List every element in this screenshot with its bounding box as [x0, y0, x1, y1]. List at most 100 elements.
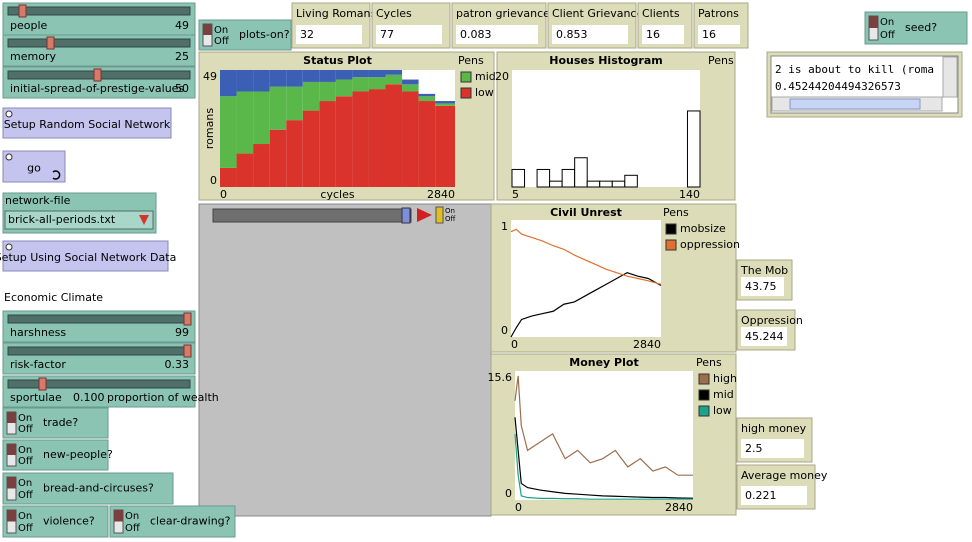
button[interactable] [2, 150, 66, 183]
speed-slider-track[interactable] [212, 208, 412, 223]
monitor-label: Clients [642, 7, 680, 20]
switch-off: Off [125, 523, 141, 534]
switch-knob [203, 24, 212, 35]
legend-label: high [713, 372, 737, 385]
chooser-value: brick-all-periods.txt [8, 213, 116, 226]
monitor-label: Client Grievances [552, 7, 649, 20]
slider-value: 25 [175, 50, 189, 63]
area-segment [286, 86, 303, 121]
monitor-box [741, 486, 807, 505]
slider-handle[interactable] [183, 344, 192, 358]
switch[interactable] [198, 19, 292, 51]
histogram-bar [536, 168, 551, 188]
slider-handle[interactable] [38, 377, 47, 391]
y-tick-label: 0 [505, 487, 512, 500]
output-line: 2 is about to kill (roma [775, 63, 934, 76]
speed-slider-handle[interactable] [401, 207, 411, 224]
histogram-bar [624, 174, 638, 188]
area-segment [236, 70, 254, 92]
switch[interactable] [864, 11, 968, 45]
histogram-bar [511, 168, 526, 188]
slider-track [7, 6, 191, 16]
x-tick-label: 5 [512, 188, 519, 201]
switch-off: Off [18, 456, 34, 467]
switch-on: On [18, 511, 32, 522]
area-segment [418, 96, 436, 102]
plot-line [514, 433, 693, 500]
monitor-label: Cycles [376, 7, 412, 20]
legend-swatch [665, 223, 677, 235]
button[interactable] [2, 107, 172, 139]
legend-title: Pens [696, 356, 722, 369]
legend-label: oppression [680, 238, 740, 251]
plot-area [515, 371, 693, 500]
slider-value: 0.100 [73, 391, 105, 404]
slider-label: initial-spread-of-prestige-values [10, 82, 184, 95]
area-segment [402, 91, 419, 187]
monitor-box [456, 25, 538, 44]
switch[interactable] [2, 439, 109, 471]
switch-off: Off [214, 36, 230, 47]
monitor-value: 0.853 [556, 28, 588, 41]
slider-track [7, 379, 191, 389]
slider-value: 0.33 [165, 358, 190, 371]
legend-swatch [460, 71, 472, 83]
monitor-box [552, 25, 628, 44]
area-segment [435, 101, 455, 104]
x-tick-label: 2840 [633, 338, 661, 351]
chooser-box[interactable] [4, 210, 154, 230]
switch[interactable] [2, 505, 109, 538]
switch-off: Off [18, 523, 34, 534]
forever-icon [52, 170, 61, 180]
slider-value: 49 [175, 19, 189, 32]
monitor-label: patron grievances [456, 7, 556, 20]
monitor-box [741, 277, 784, 296]
view-update-toggle[interactable] [435, 206, 444, 224]
slider-handle[interactable] [93, 68, 102, 82]
area-segment [220, 96, 237, 168]
output-hscroll-thumb[interactable] [789, 98, 921, 110]
x-axis-label: cycles [320, 188, 354, 201]
area-segment [319, 81, 336, 102]
area-segment [335, 79, 353, 97]
plot-line [514, 375, 693, 476]
switch[interactable] [2, 407, 109, 439]
slider-label: sportulae [10, 391, 62, 404]
monitor-label: Oppression [741, 314, 803, 327]
switch[interactable] [109, 505, 236, 538]
histogram-bar [599, 180, 613, 188]
area-segment [302, 110, 320, 187]
slider-handle[interactable] [18, 4, 27, 18]
area-segment [368, 89, 386, 187]
legend-swatch [698, 389, 710, 401]
legend-title: Pens [458, 54, 484, 67]
slider-label: risk-factor [10, 358, 66, 371]
y-tick-label: 20 [495, 70, 509, 83]
slider-handle[interactable] [46, 36, 55, 50]
plot-area [512, 70, 700, 187]
button-icon [5, 243, 13, 251]
switch-label: bread-and-circuses? [43, 482, 154, 495]
switch-on: On [18, 413, 32, 424]
switch-label: new-people? [43, 448, 113, 461]
x-tick-label: 0 [515, 501, 522, 514]
switch-off: Off [880, 30, 896, 41]
switch[interactable] [2, 472, 174, 505]
plot-title: Houses Histogram [549, 54, 663, 67]
area-segment [335, 70, 353, 80]
area-segment [418, 101, 436, 187]
x-tick-label: 0 [220, 188, 227, 201]
area-segment [385, 74, 403, 85]
slider-units: proportion of wealth [107, 391, 219, 404]
speed-arrow [417, 208, 432, 222]
button-label: Setup Using Social Network Data [0, 251, 176, 264]
monitor-box [642, 25, 684, 44]
legend-title: Pens [708, 54, 734, 67]
x-tick-label: 140 [679, 188, 700, 201]
legend-swatch [460, 87, 472, 99]
button[interactable] [2, 240, 169, 272]
output-vscroll[interactable] [942, 56, 958, 98]
chooser-label: network-file [5, 194, 71, 207]
slider-handle[interactable] [183, 312, 192, 326]
